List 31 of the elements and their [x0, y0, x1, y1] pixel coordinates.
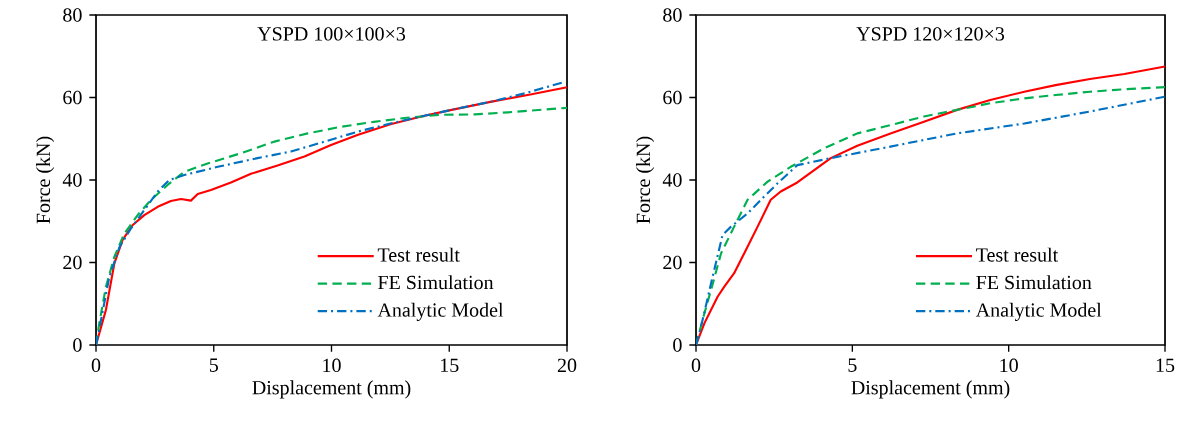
legend-label: FE Simulation — [378, 275, 494, 290]
y-tick-label: 20 — [663, 255, 682, 270]
legend-label: Analytic Model — [975, 302, 1102, 321]
y-axis-title: Force (kN) — [636, 136, 655, 224]
y-tick-label: 40 — [62, 173, 82, 187]
legend-label: Analytic Model — [377, 302, 504, 321]
x-tick-label: 5 — [209, 358, 218, 372]
chart-title: YSPD 120×120×3 — [856, 27, 1005, 41]
y-tick-label: 40 — [662, 173, 682, 187]
y-tick-label: 0 — [73, 338, 82, 352]
y-tick-label: 80 — [663, 8, 682, 22]
x-tick-label: 0 — [91, 358, 101, 373]
x-tick-label: 0 — [691, 358, 701, 373]
y-axis-title: Force (kN) — [36, 136, 55, 224]
x-tick-label: 15 — [441, 358, 459, 372]
y-tick-label: 80 — [63, 8, 82, 22]
y-tick-label: 60 — [63, 90, 82, 105]
x-axis-title: Displacement (mm) — [252, 380, 411, 399]
legend-label: FE Simulation — [976, 275, 1092, 290]
x-tick-label: 10 — [1000, 358, 1018, 373]
x-tick-label: 10 — [323, 358, 341, 373]
x-tick-label: 5 — [848, 358, 857, 372]
y-tick-label: 0 — [673, 338, 682, 352]
legend-label: Test result — [377, 247, 460, 262]
x-axis-title: Displacement (mm) — [851, 380, 1010, 399]
chart-title: YSPD 100×100×3 — [257, 27, 406, 41]
y-tick-label: 20 — [63, 255, 82, 270]
x-tick-label: 15 — [1156, 358, 1175, 372]
y-tick-label: 60 — [663, 90, 682, 105]
x-tick-label: 20 — [557, 358, 577, 373]
legend-label: Test result — [976, 247, 1059, 262]
